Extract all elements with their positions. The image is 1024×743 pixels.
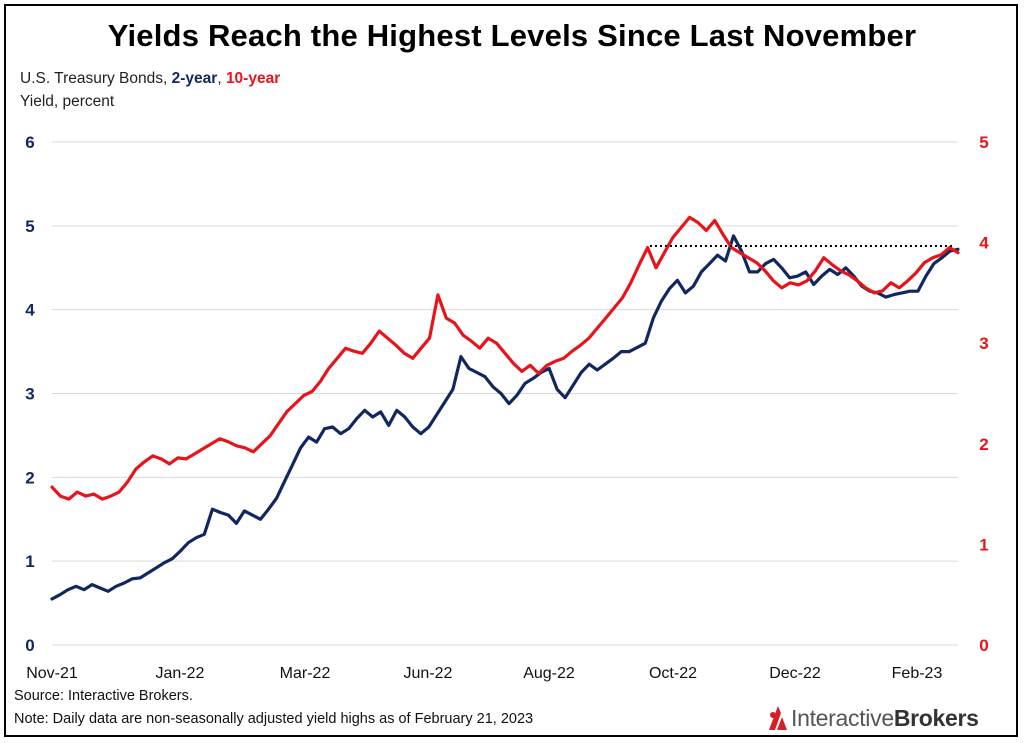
legend-2-year: 2-year — [171, 70, 218, 87]
x-tick-label: Oct-22 — [649, 665, 697, 682]
y-axis-label: Yield, percent — [20, 93, 115, 110]
logo-brand-light: Interactive — [791, 704, 894, 731]
x-tick-label: Jun-22 — [404, 665, 453, 682]
left-tick-label: 3 — [25, 385, 34, 404]
x-tick-label: Dec-22 — [769, 665, 821, 682]
x-tick-label: Nov-21 — [26, 665, 78, 682]
series-line-2-year — [50, 234, 960, 601]
subtitle-separator: , — [217, 70, 226, 87]
data-note: Note: Daily data are non-seasonally adju… — [14, 711, 534, 727]
left-tick-label: 0 — [25, 636, 34, 655]
interactive-brokers-logo: InteractiveBrokers — [765, 703, 979, 733]
subtitle-prefix: U.S. Treasury Bonds, — [20, 70, 172, 87]
x-tick-label: Mar-22 — [280, 665, 331, 682]
right-tick-label: 4 — [979, 234, 989, 253]
right-tick-label: 5 — [979, 133, 988, 152]
legend-10-year: 10-year — [225, 70, 281, 87]
left-tick-label: 6 — [25, 133, 34, 152]
source-note: Source: Interactive Brokers. — [14, 688, 193, 704]
chart-title: Yields Reach the Highest Levels Since La… — [107, 18, 917, 53]
series-line-10-year — [50, 215, 960, 501]
left-tick-label: 1 — [25, 552, 34, 571]
chart-frame — [4, 4, 1018, 737]
right-tick-label: 1 — [979, 535, 988, 554]
ib-logo-icon — [769, 706, 787, 730]
x-tick-label: Jan-22 — [156, 665, 205, 682]
right-tick-label: 2 — [979, 435, 988, 454]
left-tick-label: 5 — [25, 217, 34, 236]
right-tick-label: 0 — [979, 636, 988, 655]
logo-text: InteractiveBrokers — [791, 705, 979, 732]
logo-brand-bold: Brokers — [893, 704, 979, 731]
x-tick-label: Aug-22 — [523, 665, 575, 682]
chart-subtitle: U.S. Treasury Bonds, 2-year, 10-year — [20, 70, 280, 88]
right-tick-label: 3 — [979, 334, 988, 353]
left-tick-label: 2 — [25, 468, 34, 487]
x-tick-label: Feb-23 — [892, 665, 943, 682]
left-tick-label: 4 — [25, 301, 35, 320]
